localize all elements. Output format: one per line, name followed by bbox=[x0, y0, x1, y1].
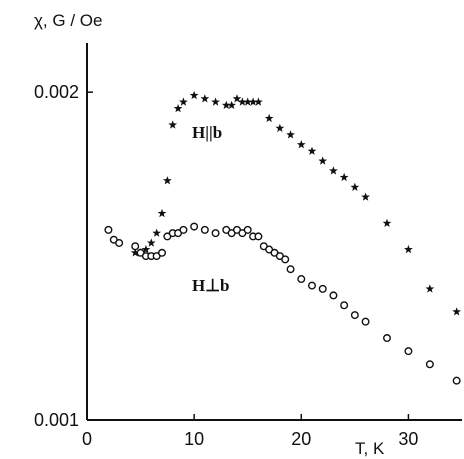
star-point bbox=[237, 97, 247, 106]
circle-point bbox=[157, 248, 166, 257]
circle-point bbox=[340, 301, 349, 310]
circle-point bbox=[104, 225, 113, 234]
circle-point bbox=[179, 225, 188, 234]
ticks: 0 10 20 30 0.001 0.002 bbox=[34, 82, 418, 449]
star-point bbox=[189, 90, 199, 100]
circle-point bbox=[211, 229, 220, 238]
star-point bbox=[286, 130, 295, 139]
axes bbox=[86, 43, 462, 421]
star-point bbox=[248, 97, 258, 106]
circle-point bbox=[361, 317, 370, 326]
star-point bbox=[232, 94, 242, 103]
circle-point bbox=[425, 360, 434, 369]
circle-point bbox=[383, 334, 392, 343]
circle-point bbox=[318, 284, 327, 293]
circle-point bbox=[350, 311, 359, 320]
y-axis-title: χ, G / Oe bbox=[34, 11, 102, 30]
circle-point bbox=[404, 347, 413, 356]
star-point bbox=[275, 123, 285, 132]
star-point bbox=[361, 192, 370, 201]
x-tick-label: 0 bbox=[82, 429, 92, 449]
star-point bbox=[157, 208, 167, 218]
star-point bbox=[329, 166, 338, 175]
star-point bbox=[221, 100, 231, 110]
circle-point bbox=[286, 265, 295, 274]
circle-point bbox=[115, 238, 124, 247]
star-point bbox=[307, 146, 317, 155]
star-point bbox=[404, 244, 413, 254]
series-label-parallel: H||b bbox=[192, 123, 222, 142]
series-label-perpendicular: H⊥b bbox=[192, 276, 230, 295]
star-point bbox=[452, 307, 462, 316]
circle-point bbox=[190, 222, 199, 231]
circle-point bbox=[131, 242, 140, 251]
circle-point bbox=[308, 281, 317, 290]
star-point bbox=[146, 238, 156, 247]
circle-point bbox=[254, 232, 263, 241]
circle-point bbox=[281, 255, 290, 264]
star-point bbox=[425, 284, 435, 293]
star-point bbox=[264, 113, 274, 123]
x-tick-label: 10 bbox=[184, 429, 204, 449]
star-point bbox=[162, 176, 172, 185]
star-point bbox=[179, 97, 188, 106]
circle-point bbox=[452, 376, 461, 385]
star-point bbox=[296, 140, 306, 149]
circle-point bbox=[243, 225, 252, 234]
star-point bbox=[382, 218, 392, 228]
star-point bbox=[173, 103, 183, 113]
star-point bbox=[200, 94, 210, 103]
star-point bbox=[211, 97, 220, 106]
star-point bbox=[227, 100, 237, 110]
star-point bbox=[254, 97, 263, 106]
star-point bbox=[318, 156, 328, 165]
circle-point bbox=[200, 225, 209, 234]
y-tick-label: 0.001 bbox=[34, 410, 79, 430]
star-point bbox=[130, 248, 140, 257]
x-axis-title: T, K bbox=[355, 439, 385, 458]
star-point bbox=[350, 182, 360, 191]
circle-point bbox=[329, 291, 338, 300]
markers bbox=[104, 90, 462, 385]
y-tick-label: 0.002 bbox=[34, 82, 79, 102]
star-point bbox=[243, 97, 253, 106]
x-tick-label: 20 bbox=[291, 429, 311, 449]
star-point bbox=[152, 228, 162, 237]
star-point bbox=[168, 120, 178, 129]
star-point bbox=[141, 244, 151, 254]
x-tick-label: 30 bbox=[398, 429, 418, 449]
circle-point bbox=[297, 275, 306, 284]
star-point bbox=[339, 172, 349, 182]
